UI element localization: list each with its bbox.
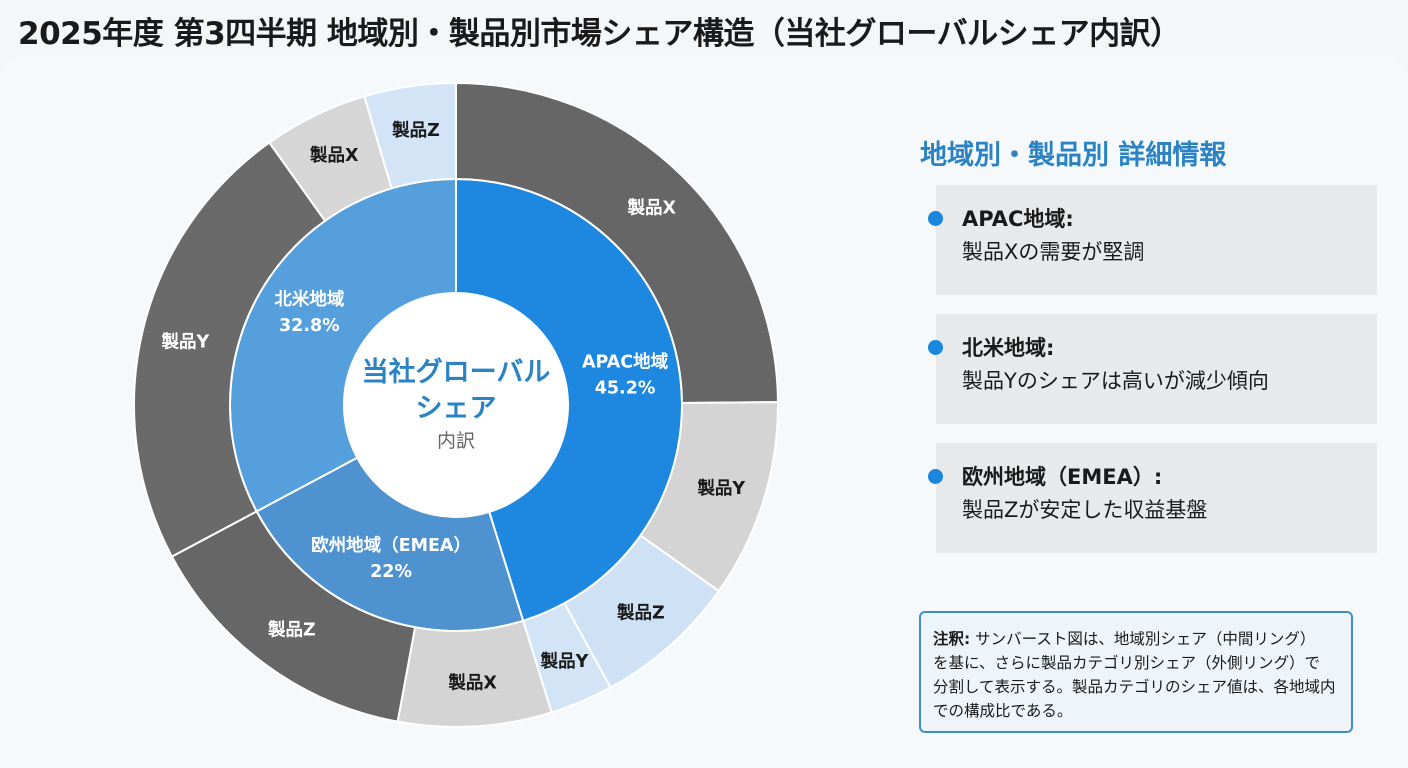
center-title-line-1: 当社グローバル — [362, 356, 551, 388]
center-title-line-2: シェア — [416, 393, 497, 424]
bullet-dot-icon — [928, 340, 943, 355]
region-value-apac: 45.2% — [595, 378, 656, 398]
detail-heading: 地域別・製品別 詳細情報 — [920, 140, 1227, 171]
product-label-north-america-1: 製品Y — [161, 331, 210, 352]
region-value-north-america: 32.8% — [279, 316, 340, 336]
region-value-emea: 22% — [370, 562, 412, 582]
product-label-apac-4: 製品Y — [540, 651, 589, 672]
region-label-apac: APAC地域 — [582, 351, 669, 372]
note-box: 注釈: サンバースト図は、地域別シェア（中間リング） を基に、さらに製品カテゴリ… — [919, 611, 1353, 733]
product-label-apac-3: 製品Z — [616, 603, 665, 624]
product-label-apac-2: 製品Y — [696, 478, 745, 499]
product-slice-apac-1 — [455, 81, 779, 405]
product-label-emea-2: 製品Z — [267, 619, 316, 640]
product-label-north-america-3: 製品Z — [391, 120, 440, 141]
product-label-north-america-2: 製品X — [309, 145, 359, 166]
detail-card-apac: APAC地域: 製品Xの需要が堅調 — [928, 185, 1377, 295]
note-label: 注釈: — [933, 630, 971, 648]
detail-card-desc: 製品Yのシェアは高いが減少傾向 — [962, 369, 1269, 393]
note-line-2: を基に、さらに製品カテゴリ別シェア（外側リング）で — [933, 654, 1321, 672]
product-label-emea-1: 製品X — [447, 673, 497, 694]
page-title: 2025年度 第3四半期 地域別・製品別市場シェア構造（当社グローバルシェア内訳… — [18, 16, 1181, 52]
region-label-emea: 欧州地域（EMEA） — [311, 535, 471, 556]
detail-card-title: APAC地域: — [962, 207, 1074, 231]
note-line-4: での構成比である。 — [933, 702, 1073, 720]
note-line-3: 分割して表示する。製品カテゴリのシェア値は、各地域内 — [933, 678, 1336, 696]
detail-card-title: 欧州地域（EMEA）: — [962, 465, 1163, 489]
note-text-1: サンバースト図は、地域別シェア（中間リング） — [975, 630, 1316, 648]
product-slice-north-america-1 — [133, 141, 327, 558]
detail-card-emea: 欧州地域（EMEA）: 製品Zが安定した収益基盤 — [928, 443, 1377, 553]
center-subtitle: 内訳 — [437, 430, 475, 452]
center-hole — [344, 293, 568, 517]
detail-card-desc: 製品Zが安定した収益基盤 — [962, 498, 1208, 522]
note-line-1: 注釈: サンバースト図は、地域別シェア（中間リング） — [933, 627, 1351, 651]
bullet-dot-icon — [928, 211, 943, 226]
detail-card-title: 北米地域: — [962, 336, 1055, 360]
product-slice-north-america-3 — [363, 81, 457, 190]
sunburst-chart: APAC地域 45.2% 製品X 製品Y 製品Z 製品Y 欧州地域（EMEA） 22% 製品X 製… — [133, 81, 779, 728]
detail-card-north-america: 北米地域: 製品Yのシェアは高いが減少傾向 — [928, 314, 1377, 424]
detail-card-desc: 製品Xの需要が堅調 — [962, 240, 1145, 264]
product-label-apac-1: 製品X — [626, 198, 676, 219]
region-label-north-america: 北米地域 — [274, 289, 344, 310]
bullet-dot-icon — [928, 469, 943, 484]
